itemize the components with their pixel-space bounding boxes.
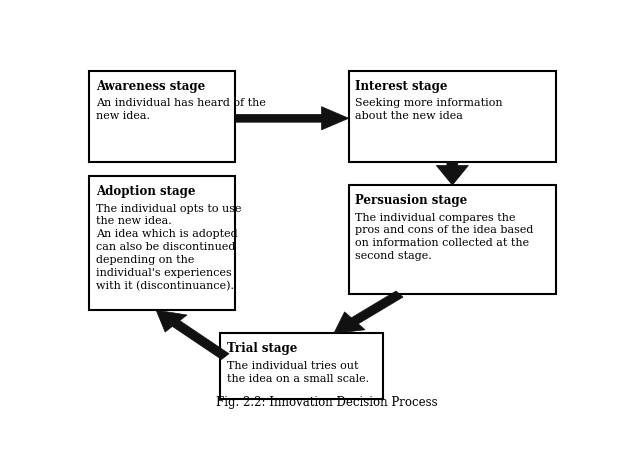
Text: Adoption stage: Adoption stage bbox=[96, 185, 196, 198]
FancyBboxPatch shape bbox=[220, 334, 383, 400]
FancyBboxPatch shape bbox=[348, 186, 556, 294]
Polygon shape bbox=[156, 311, 229, 360]
Text: Seeking more information
about the new idea: Seeking more information about the new i… bbox=[355, 98, 503, 121]
Text: The individual tries out
the idea on a small scale.: The individual tries out the idea on a s… bbox=[227, 360, 369, 383]
FancyBboxPatch shape bbox=[348, 72, 556, 163]
Text: Persuasion stage: Persuasion stage bbox=[355, 194, 468, 206]
Text: Awareness stage: Awareness stage bbox=[96, 80, 205, 93]
Polygon shape bbox=[436, 163, 468, 186]
Text: Trial stage: Trial stage bbox=[227, 342, 297, 355]
Text: An individual has heard of the
new idea.: An individual has heard of the new idea. bbox=[96, 98, 266, 121]
Text: Interest stage: Interest stage bbox=[355, 80, 448, 93]
Polygon shape bbox=[235, 107, 348, 131]
Polygon shape bbox=[334, 291, 403, 334]
FancyBboxPatch shape bbox=[89, 177, 235, 311]
Text: The individual opts to use
the new idea.
An idea which is adopted
can also be di: The individual opts to use the new idea.… bbox=[96, 203, 241, 290]
FancyBboxPatch shape bbox=[89, 72, 235, 163]
Text: Fig. 2.2: Innovation Decision Process: Fig. 2.2: Innovation Decision Process bbox=[216, 395, 437, 408]
Text: The individual compares the
pros and cons of the idea based
on information colle: The individual compares the pros and con… bbox=[355, 212, 533, 260]
